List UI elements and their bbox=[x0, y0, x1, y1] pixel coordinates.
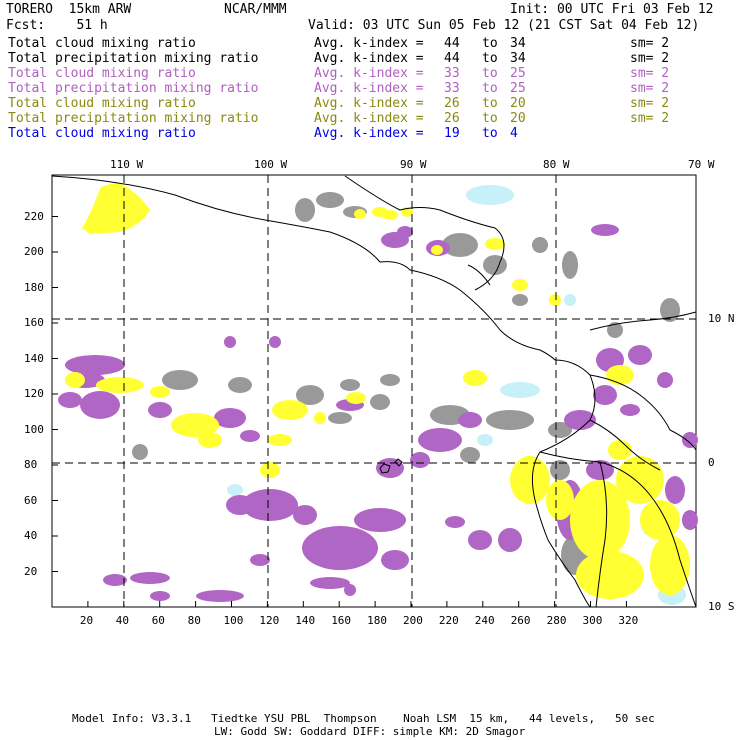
legend-toval: 20 bbox=[510, 111, 526, 126]
y-tick-label: 120 bbox=[24, 387, 44, 400]
legend-from: 44 bbox=[444, 36, 460, 51]
x-tick-label: 280 bbox=[546, 614, 567, 627]
legend-avg: Avg. k-index = bbox=[314, 81, 424, 96]
legend-avg: Avg. k-index = bbox=[314, 96, 424, 111]
lon-label: 100 W bbox=[254, 158, 288, 171]
forecast-hour: Fcst: 51 h bbox=[6, 18, 108, 33]
legend-sm: sm= 2 bbox=[630, 36, 670, 51]
legend-from: 33 bbox=[444, 66, 460, 81]
x-tick-label: 200 bbox=[403, 614, 423, 627]
legend-avg: Avg. k-index = bbox=[314, 36, 424, 51]
x-tick-label: 80 bbox=[187, 614, 201, 627]
legend-field: Total cloud mixing ratio bbox=[8, 126, 196, 141]
lat-label: 0 bbox=[708, 456, 715, 469]
legend-sm: sm= 2 bbox=[630, 81, 670, 96]
legend-field: Total cloud mixing ratio bbox=[8, 66, 196, 81]
lon-label: 70 W bbox=[688, 158, 715, 171]
x-tick-label: 320 bbox=[618, 614, 639, 627]
x-tick-label: 140 bbox=[295, 614, 316, 627]
legend-to: to bbox=[482, 111, 498, 126]
lon-label: 90 W bbox=[400, 158, 427, 171]
legend-to: to bbox=[482, 126, 498, 141]
y-tick-label: 80 bbox=[24, 458, 38, 471]
x-tick-label: 40 bbox=[115, 614, 130, 627]
x-tick-label: 220 bbox=[438, 614, 459, 627]
legend-from: 26 bbox=[444, 96, 460, 111]
legend-from: 19 bbox=[444, 126, 460, 141]
axis-ticks bbox=[52, 216, 627, 607]
model-title: TORERO 15km ARW bbox=[6, 2, 132, 17]
legend-toval: 25 bbox=[510, 81, 526, 96]
x-tick-label: 60 bbox=[151, 614, 165, 627]
legend-to: to bbox=[482, 81, 498, 96]
model-info: Model Info: V3.3.1 Tiedtke YSU PBL Thomp… bbox=[72, 712, 655, 725]
legend-to: to bbox=[482, 51, 498, 66]
legend-from: 33 bbox=[444, 81, 460, 96]
legend-sm: sm= 2 bbox=[630, 51, 670, 66]
init-time: Init: 00 UTC Fri 03 Feb 12 bbox=[510, 2, 714, 17]
x-tick-label: 240 bbox=[474, 614, 495, 627]
lat-label: 10 N bbox=[708, 312, 735, 325]
x-tick-label: 100 bbox=[223, 614, 244, 627]
x-tick-label: 120 bbox=[259, 614, 280, 627]
legend-field: Total cloud mixing ratio bbox=[8, 96, 196, 111]
legend-from: 44 bbox=[444, 51, 460, 66]
legend-to: to bbox=[482, 66, 498, 81]
legend-avg: Avg. k-index = bbox=[314, 66, 424, 81]
legend-toval: 20 bbox=[510, 96, 526, 111]
y-tick-label: 160 bbox=[24, 316, 44, 329]
yellow-cloud-fields bbox=[65, 183, 690, 599]
legend-sm: sm= 2 bbox=[630, 111, 670, 126]
y-tick-label: 200 bbox=[24, 245, 44, 258]
legend-avg: Avg. k-index = bbox=[314, 51, 424, 66]
y-tick-label: 220 bbox=[24, 209, 44, 223]
legend-toval: 34 bbox=[510, 51, 526, 66]
legend-field: Total cloud mixing ratio bbox=[8, 36, 196, 51]
x-tick-label: 300 bbox=[582, 614, 603, 627]
y-tick-label: 100 bbox=[24, 422, 44, 436]
legend-to: to bbox=[482, 36, 498, 51]
x-tick-label: 160 bbox=[331, 614, 352, 627]
physics-info: LW: Godd SW: Goddard DIFF: simple KM: 2D… bbox=[214, 725, 526, 738]
valid-time: Valid: 03 UTC Sun 05 Feb 12 (21 CST Sat … bbox=[308, 18, 700, 33]
org-label: NCAR/MMM bbox=[224, 2, 287, 17]
legend-toval: 34 bbox=[510, 36, 526, 51]
legend-to: to bbox=[482, 96, 498, 111]
legend-from: 26 bbox=[444, 111, 460, 126]
legend-field: Total precipitation mixing ratio bbox=[8, 111, 259, 126]
x-tick-label: 20 bbox=[79, 614, 94, 627]
lon-label: 80 W bbox=[543, 158, 570, 171]
x-tick-label: 260 bbox=[510, 614, 531, 627]
y-tick-label: 20 bbox=[24, 564, 38, 578]
legend-field: Total precipitation mixing ratio bbox=[8, 81, 259, 96]
y-tick-label: 40 bbox=[24, 529, 38, 542]
y-tick-label: 60 bbox=[24, 493, 38, 507]
y-tick-label: 140 bbox=[24, 351, 44, 365]
lon-label: 110 W bbox=[110, 158, 144, 171]
legend-toval: 25 bbox=[510, 66, 526, 81]
coastlines bbox=[51, 175, 697, 608]
legend-sm: sm= 2 bbox=[630, 96, 670, 111]
lat-label: 10 S bbox=[708, 600, 735, 613]
x-tick-label: 180 bbox=[367, 614, 387, 627]
legend-sm: sm= 2 bbox=[630, 66, 670, 81]
y-tick-label: 180 bbox=[24, 280, 44, 294]
legend-avg: Avg. k-index = bbox=[314, 126, 424, 141]
legend-toval: 4 bbox=[510, 126, 518, 141]
graticule bbox=[52, 175, 696, 607]
legend-avg: Avg. k-index = bbox=[314, 111, 424, 126]
legend-field: Total precipitation mixing ratio bbox=[8, 51, 259, 66]
